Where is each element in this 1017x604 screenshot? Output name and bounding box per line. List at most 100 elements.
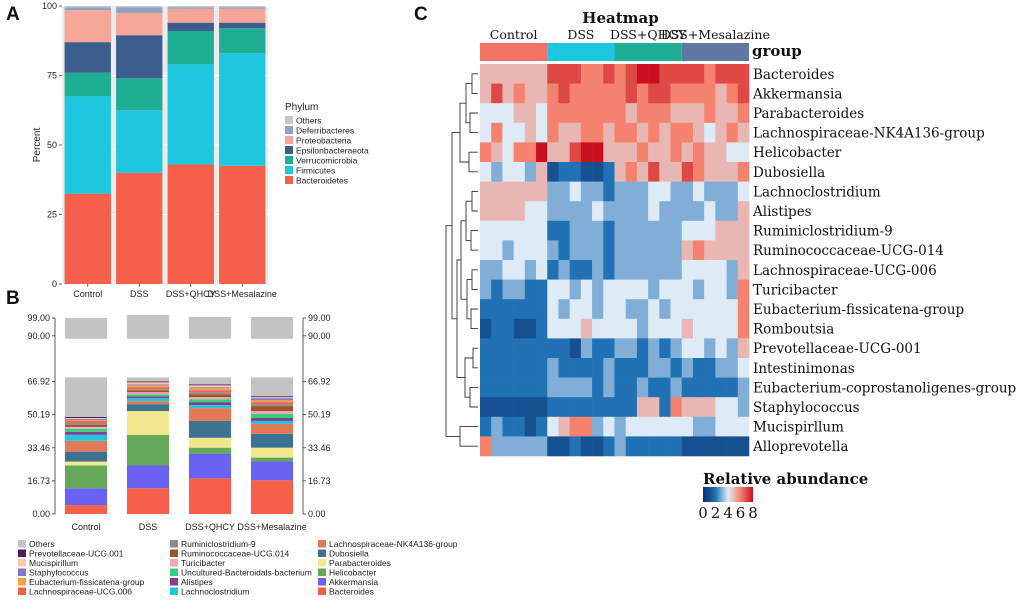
heatmap-cell bbox=[681, 201, 694, 222]
heatmap-cell bbox=[547, 201, 559, 222]
chart-b-legend-swatch bbox=[318, 559, 326, 567]
heatmap-cell bbox=[692, 338, 705, 359]
heatmap-cell bbox=[648, 318, 660, 339]
chart-a-bar-segment bbox=[219, 53, 266, 166]
heatmap-cell bbox=[704, 397, 716, 418]
chart-b-legend-label: Lachnospiraceae-UCG.006 bbox=[29, 587, 132, 597]
heatmap-cell bbox=[692, 240, 705, 261]
heatmap-cell bbox=[614, 83, 627, 104]
heatmap-group-bar bbox=[547, 43, 615, 61]
heatmap-cell bbox=[491, 162, 503, 182]
heatmap-cell bbox=[536, 83, 548, 104]
heatmap-color-scale bbox=[703, 487, 753, 502]
heatmap-cell bbox=[524, 64, 537, 84]
chart-a-ytick-label: 0 bbox=[52, 279, 57, 289]
heatmap-cell bbox=[502, 122, 514, 143]
heatmap-cell bbox=[670, 201, 683, 222]
chart-b-bar-segment bbox=[188, 394, 232, 398]
heatmap-cell bbox=[681, 299, 694, 320]
heatmap-cell bbox=[670, 122, 683, 143]
heatmap-cell bbox=[715, 83, 727, 104]
chart-b-legend-swatch bbox=[170, 549, 178, 557]
heatmap-cell bbox=[524, 318, 537, 339]
heatmap-cell bbox=[536, 279, 548, 300]
heatmap-cell bbox=[737, 142, 750, 163]
heatmap-cell bbox=[502, 318, 514, 339]
chart-b-bar-segment bbox=[250, 396, 294, 398]
heatmap-row-label: Helicobacter bbox=[753, 145, 842, 161]
chart-b-legend-swatch bbox=[318, 549, 326, 557]
heatmap-group-label: DSS+Mesalazine bbox=[661, 27, 770, 42]
heatmap-cell bbox=[491, 279, 503, 300]
heatmap-cell bbox=[648, 83, 660, 104]
heatmap-cell bbox=[659, 83, 671, 104]
heatmap-cell bbox=[580, 64, 593, 84]
heatmap-cell bbox=[547, 338, 559, 359]
chart-b-bar-segment bbox=[64, 440, 108, 452]
chart-b-legend-label: Helicobacter bbox=[329, 568, 376, 578]
heatmap-cell bbox=[547, 358, 559, 378]
heatmap-cell bbox=[536, 220, 548, 241]
chart-b-bar-segment bbox=[126, 411, 170, 435]
heatmap-cell bbox=[625, 240, 638, 261]
heatmap-cell bbox=[636, 240, 649, 261]
chart-b-legend-swatch bbox=[170, 578, 178, 586]
heatmap-cell bbox=[480, 240, 492, 261]
heatmap-cell bbox=[524, 416, 537, 437]
heatmap-cell bbox=[681, 338, 694, 359]
heatmap-cell bbox=[726, 181, 739, 202]
chart-a-bar-segment bbox=[219, 7, 266, 9]
heatmap-cell bbox=[480, 162, 492, 182]
heatmap-cell bbox=[603, 103, 615, 124]
heatmap-cell bbox=[670, 220, 683, 241]
heatmap-cell bbox=[648, 162, 660, 182]
chart-b-bar-segment bbox=[188, 390, 232, 393]
heatmap-cell bbox=[536, 358, 548, 378]
heatmap-cell bbox=[715, 181, 727, 202]
heatmap-cell bbox=[558, 83, 570, 104]
heatmap-cell bbox=[681, 64, 694, 84]
heatmap-cell bbox=[569, 358, 582, 378]
heatmap-title: Heatmap bbox=[582, 9, 658, 27]
heatmap-cell bbox=[614, 318, 627, 339]
heatmap-cell bbox=[524, 279, 537, 300]
heatmap-cell bbox=[558, 201, 570, 222]
heatmap-cell bbox=[580, 162, 593, 182]
heatmap-cell bbox=[692, 162, 705, 182]
chart-b-bar-segment bbox=[250, 414, 294, 418]
heatmap-cell bbox=[692, 220, 705, 241]
heatmap-cell bbox=[491, 436, 503, 457]
heatmap-cell bbox=[603, 397, 615, 418]
chart-a-bar-segment bbox=[64, 96, 111, 194]
heatmap-cell bbox=[547, 181, 559, 202]
heatmap-cell bbox=[659, 358, 671, 378]
heatmap-cell bbox=[580, 397, 593, 418]
heatmap-cell bbox=[659, 260, 671, 280]
chart-b-bar-segment bbox=[126, 389, 170, 391]
heatmap-cell bbox=[569, 240, 582, 261]
heatmap-cell bbox=[681, 397, 694, 418]
heatmap-cell bbox=[558, 220, 570, 241]
heatmap-cell bbox=[670, 181, 683, 202]
heatmap-cell bbox=[480, 103, 492, 124]
chart-b-ytick-label: 90.00 bbox=[27, 331, 50, 341]
chart-a-bar-segment bbox=[219, 8, 266, 23]
chart-a-bar-segment bbox=[64, 6, 111, 8]
heatmap-cell bbox=[625, 416, 638, 437]
chart-a-bar-segment bbox=[219, 28, 266, 54]
heatmap-cell bbox=[614, 416, 627, 437]
heatmap-cell bbox=[670, 279, 683, 300]
heatmap-cell bbox=[704, 260, 716, 280]
heatmap-cell bbox=[648, 201, 660, 222]
heatmap-cell bbox=[603, 201, 615, 222]
heatmap-cell bbox=[513, 279, 526, 300]
heatmap-cell bbox=[681, 260, 694, 280]
heatmap-cell bbox=[536, 397, 548, 418]
heatmap-cell bbox=[502, 83, 514, 104]
heatmap-cell bbox=[625, 162, 638, 182]
heatmap-cell bbox=[480, 201, 492, 222]
heatmap-cell bbox=[547, 299, 559, 320]
heatmap-cell bbox=[536, 103, 548, 124]
chart-a-bar-segment bbox=[116, 110, 163, 173]
heatmap-cell bbox=[681, 436, 694, 457]
